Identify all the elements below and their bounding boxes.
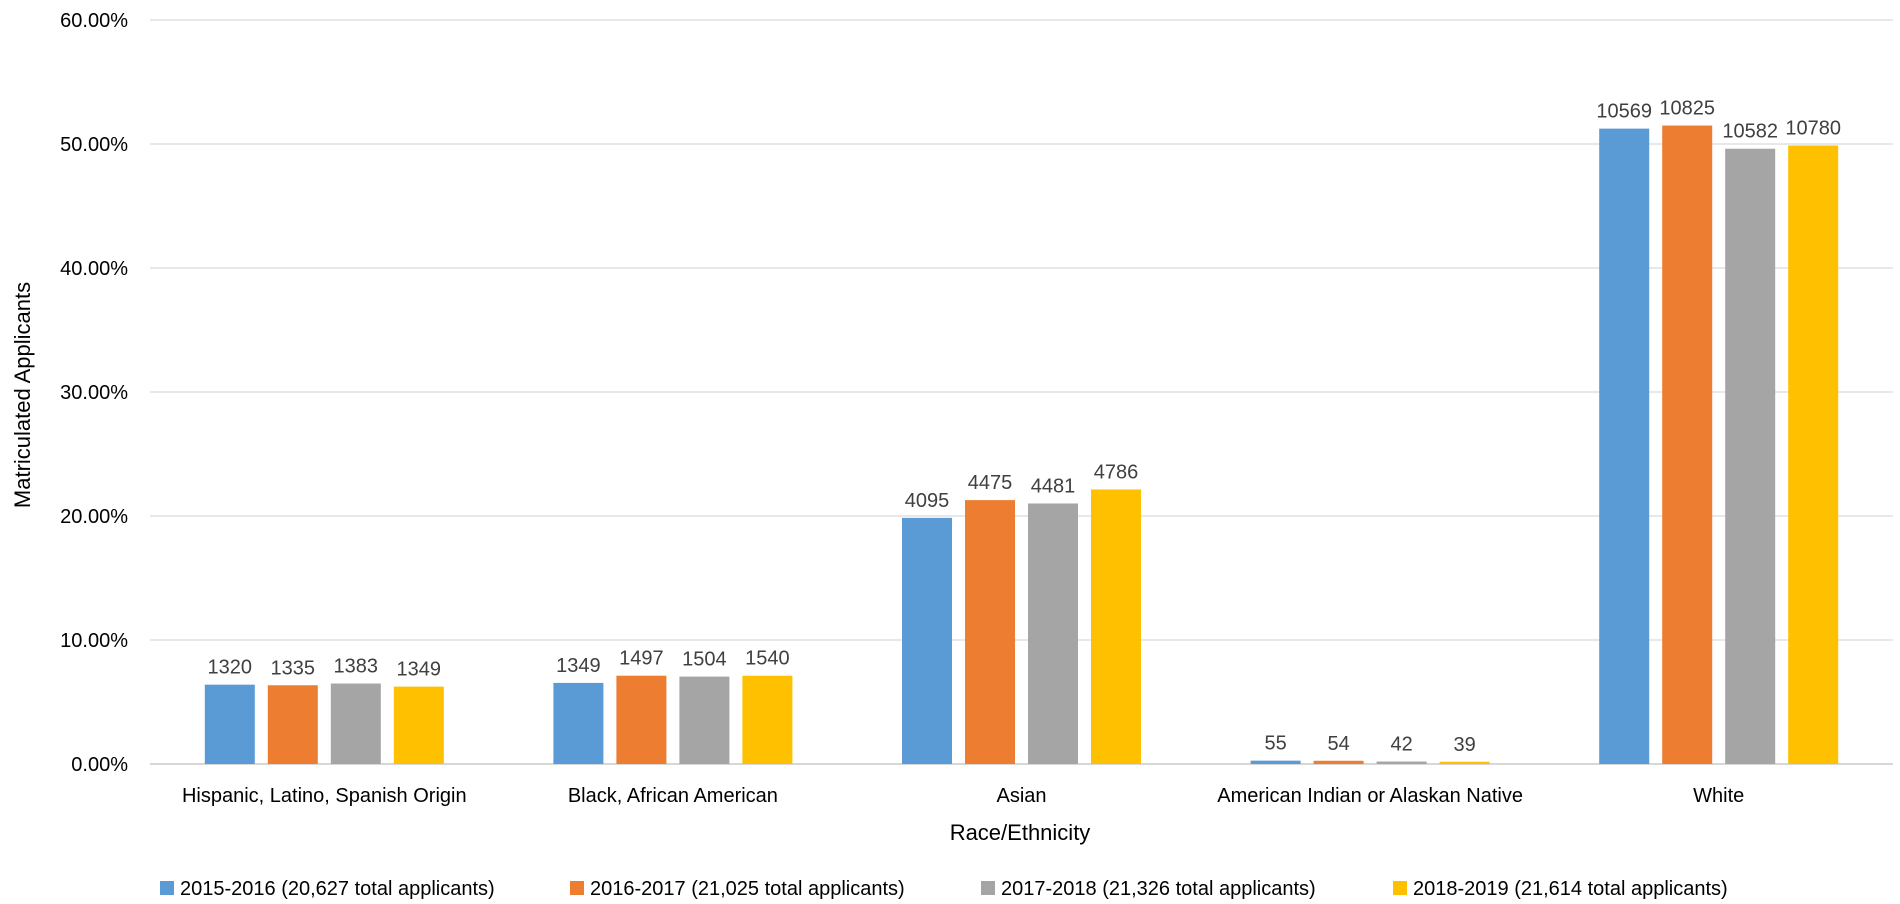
data-label: 4786 [1094,461,1139,483]
legend-label: 2018-2019 (21,614 total applicants) [1413,878,1728,900]
bar [1662,125,1713,765]
bar [1376,761,1427,764]
legend-item: 2017-2018 (21,326 total applicants) [981,878,1316,900]
x-tick-label: Hispanic, Latino, Spanish Origin [182,785,467,807]
data-label: 42 [1390,734,1412,756]
data-label: 54 [1327,733,1349,755]
bar [902,517,952,764]
legend-swatch [1393,881,1407,895]
x-tick-label: Asian [996,785,1046,807]
data-label: 1335 [271,657,316,679]
x-tick-label: Black, African American [568,785,778,807]
data-label: 1349 [556,655,601,677]
data-label: 1320 [208,657,253,679]
y-tick-label: 0.00% [71,754,128,776]
bar [393,686,444,764]
bar [1439,761,1490,764]
data-label: 4095 [905,490,950,512]
bars [204,125,1839,765]
y-tick-label: 10.00% [60,630,128,652]
legend-item: 2018-2019 (21,614 total applicants) [1393,878,1728,900]
data-label: 10825 [1659,98,1715,120]
legend-label: 2016-2017 (21,025 total applicants) [590,878,905,900]
legend-label: 2017-2018 (21,326 total applicants) [1001,878,1316,900]
data-labels: 1320 1335 1383 1349 1349 1497 1504 1540 4095 4475… [208,98,1841,756]
legend-swatch [160,881,174,895]
bar [742,675,793,764]
data-label: 1504 [682,649,727,671]
data-label: 1497 [619,648,664,670]
x-tick-label: American Indian or Alaskan Native [1217,785,1523,807]
data-label: 1349 [397,659,442,681]
legend-swatch [981,881,995,895]
bar [1250,760,1301,764]
bar [1028,503,1078,764]
legend: 2015-2016 (20,627 total applicants) 2016-… [160,878,1728,900]
data-label: 4475 [968,472,1013,494]
bar [330,683,381,764]
data-label: 1383 [334,656,379,678]
legend-item: 2016-2017 (21,025 total applicants) [570,878,905,900]
bar [616,675,667,764]
bar [1599,128,1650,764]
data-label: 10582 [1722,121,1778,143]
legend-label: 2015-2016 (20,627 total applicants) [180,878,495,900]
x-axis-title: Race/Ethnicity [950,820,1091,845]
bar [1788,145,1839,764]
bar [1313,760,1364,764]
bar [679,676,730,764]
y-tick-label: 50.00% [60,134,128,156]
bar [965,500,1015,764]
data-label: 39 [1453,734,1475,756]
y-axis-title: Matriculated Applicants [10,282,35,508]
gridlines [150,19,1893,765]
y-tick-label: 20.00% [60,506,128,528]
legend-swatch [570,881,584,895]
bar [204,684,255,764]
x-tick-label: White [1693,785,1744,807]
legend-item: 2015-2016 (20,627 total applicants) [160,878,495,900]
data-label: 1540 [745,648,790,670]
data-label: 10780 [1785,117,1841,139]
bar [1725,148,1776,764]
bar [553,682,604,764]
x-axis-ticks: Hispanic, Latino, Spanish Origin Black, A… [182,785,1744,807]
data-label: 4481 [1031,475,1076,497]
data-label: 55 [1264,733,1286,755]
y-tick-label: 40.00% [60,258,128,280]
y-tick-label: 30.00% [60,382,128,404]
data-label: 10569 [1596,101,1652,123]
y-tick-label: 60.00% [60,10,128,32]
bar [1091,489,1141,764]
bar [267,685,318,764]
y-axis-ticks: 0.00% 10.00% 20.00% 30.00% 40.00% 50.00% 60.00… [60,10,128,776]
